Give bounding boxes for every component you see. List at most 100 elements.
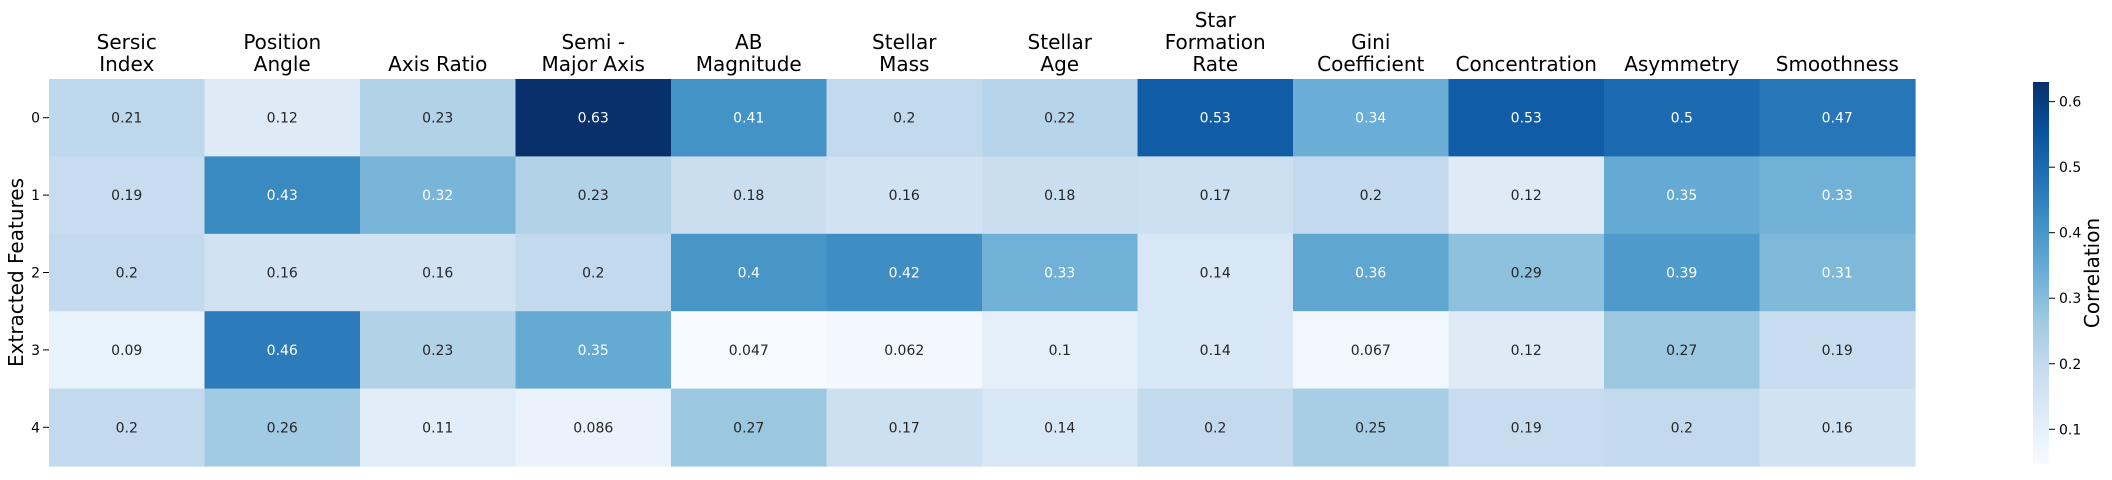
cell-value-label: 0.46	[267, 343, 298, 359]
cell-value-label: 0.09	[111, 343, 142, 359]
cell-value-label: 0.16	[422, 266, 453, 282]
cell-value-label: 0.18	[733, 188, 764, 204]
row-tick-label: 0	[31, 111, 40, 127]
heatmap-cell	[515, 388, 672, 467]
heatmap-cell	[360, 156, 517, 235]
column-label: Smoothness	[1776, 52, 1899, 76]
cell-value-label: 0.31	[1822, 266, 1853, 282]
cell-value-label: 0.42	[889, 266, 920, 282]
heatmap-cell	[1759, 79, 1916, 157]
heatmap-cell	[1604, 79, 1761, 157]
cell-value-label: 0.19	[1511, 420, 1542, 436]
cell-value-label: 0.12	[1511, 343, 1542, 359]
heatmap-cell	[1604, 233, 1761, 312]
heatmap-cell	[204, 156, 361, 235]
heatmap-cell	[1448, 233, 1605, 312]
cell-value-label: 0.2	[582, 266, 604, 282]
cell-value-label: 0.23	[422, 343, 453, 359]
cell-value-label: 0.14	[1200, 266, 1231, 282]
cell-value-label: 0.16	[1822, 420, 1853, 436]
colorbar-tick-label: 0.6	[2059, 95, 2081, 111]
column-label: Formation	[1165, 30, 1266, 54]
cell-value-label: 0.17	[889, 420, 920, 436]
heatmap-cell	[49, 79, 206, 157]
heatmap-cell	[204, 79, 361, 157]
column-label: Axis Ratio	[388, 52, 487, 76]
cell-value-label: 0.36	[1355, 266, 1386, 282]
cell-value-label: 0.086	[573, 420, 613, 436]
cell-value-label: 0.2	[116, 266, 138, 282]
heatmap-cell	[1293, 156, 1450, 235]
heatmap-cell	[982, 233, 1139, 312]
colorbar-tick-label: 0.4	[2059, 226, 2081, 242]
column-label: Sersic	[97, 30, 157, 54]
cell-value-label: 0.14	[1044, 420, 1075, 436]
cell-value-label: 0.35	[578, 343, 609, 359]
cell-value-label: 0.29	[1511, 266, 1542, 282]
cell-value-label: 0.17	[1200, 188, 1231, 204]
heatmap-cell	[826, 388, 983, 467]
cell-value-label: 0.14	[1200, 343, 1231, 359]
heatmap-cell	[982, 388, 1139, 467]
cell-value-label: 0.22	[1044, 111, 1075, 127]
cell-value-label: 0.23	[422, 111, 453, 127]
cell-value-label: 0.53	[1511, 111, 1542, 127]
heatmap-cell	[1448, 388, 1605, 467]
cell-value-label: 0.35	[1666, 188, 1697, 204]
heatmap-cell	[982, 79, 1139, 157]
column-label: Age	[1040, 52, 1079, 76]
cell-value-label: 0.63	[578, 111, 609, 127]
heatmap-cell	[1759, 233, 1916, 312]
heatmap-cell	[671, 79, 828, 157]
cell-value-label: 0.2	[1360, 188, 1382, 204]
cell-value-label: 0.39	[1666, 266, 1697, 282]
column-label: Asymmetry	[1624, 52, 1739, 76]
heatmap-cell	[1137, 311, 1294, 390]
heatmap-cell	[671, 311, 828, 390]
column-label: Position	[243, 30, 321, 54]
cell-value-label: 0.43	[267, 188, 298, 204]
colorbar-tick-label: 0.3	[2059, 291, 2081, 307]
cell-value-label: 0.4	[738, 266, 760, 282]
heatmap-cell	[826, 79, 983, 157]
heatmap-cell	[982, 156, 1139, 235]
cell-value-label: 0.27	[733, 420, 764, 436]
cell-value-label: 0.27	[1666, 343, 1697, 359]
heatmap-cell	[49, 311, 206, 390]
heatmap-cell	[360, 388, 517, 467]
cell-value-label: 0.26	[267, 420, 298, 436]
cell-value-label: 0.12	[267, 111, 298, 127]
heatmap-cell	[1604, 311, 1761, 390]
heatmap-cell	[1137, 156, 1294, 235]
cell-value-label: 0.047	[729, 343, 769, 359]
row-tick-label: 2	[31, 266, 40, 282]
cell-value-label: 0.5	[1671, 111, 1693, 127]
column-label: AB	[735, 30, 762, 54]
colorbar-tick-label: 0.1	[2059, 422, 2081, 438]
cell-value-label: 0.34	[1355, 111, 1386, 127]
cell-value-label: 0.1	[1049, 343, 1071, 359]
heatmap-cell	[360, 233, 517, 312]
heatmap-cell	[204, 233, 361, 312]
column-label: Coefficient	[1317, 52, 1424, 76]
heatmap-cell	[1448, 311, 1605, 390]
heatmap-cell	[1293, 79, 1450, 157]
heatmap-cell	[1137, 233, 1294, 312]
heatmap-cell	[671, 156, 828, 235]
cell-value-label: 0.2	[116, 420, 138, 436]
heatmap-cell	[515, 233, 672, 312]
heatmap-cell	[1759, 156, 1916, 235]
heatmap-cell	[515, 156, 672, 235]
heatmap-cell	[360, 311, 517, 390]
heatmap-cell	[826, 233, 983, 312]
heatmap-cell	[1293, 311, 1450, 390]
cell-value-label: 0.21	[111, 111, 142, 127]
cell-value-label: 0.18	[1044, 188, 1075, 204]
heatmap-cell	[204, 388, 361, 467]
column-label: Angle	[254, 52, 311, 76]
column-label: Stellar	[1028, 30, 1093, 54]
cell-value-label: 0.41	[733, 111, 764, 127]
cell-value-label: 0.32	[422, 188, 453, 204]
